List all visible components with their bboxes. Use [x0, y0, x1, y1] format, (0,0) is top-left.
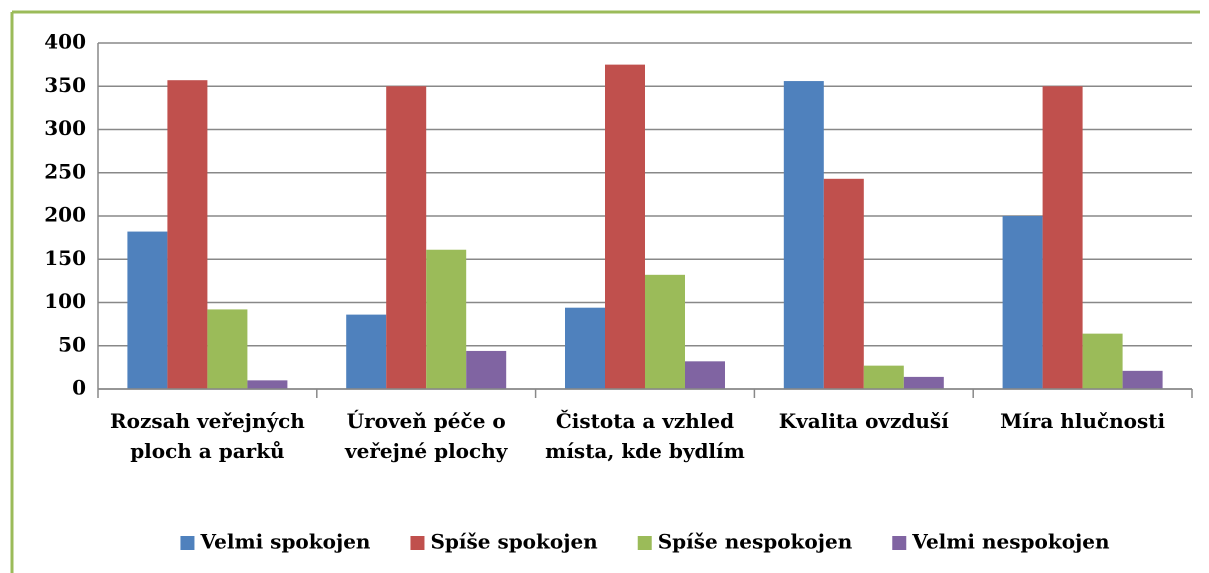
y-tick-label: 300: [44, 116, 86, 140]
bar: [565, 307, 605, 389]
bar: [247, 380, 288, 389]
y-tick-label: 0: [72, 376, 86, 400]
bar: [903, 376, 944, 389]
x-tick-label: Úroveň péče o veřejné plochy: [345, 409, 508, 463]
bar: [863, 365, 904, 389]
bar: [346, 314, 387, 389]
legend-swatch: [637, 536, 652, 550]
x-tick-label: Rozsah veřejných ploch a parků: [110, 409, 305, 463]
legend-swatch: [892, 536, 907, 550]
bar: [1002, 216, 1043, 389]
bar: [1042, 86, 1083, 389]
y-tick-label: 50: [58, 332, 86, 356]
bar: [823, 178, 864, 389]
bar: [1122, 370, 1163, 389]
bar: [685, 361, 725, 389]
legend-label: Velmi spokojen: [199, 530, 370, 554]
y-tick-label: 400: [44, 30, 86, 54]
bar: [645, 274, 685, 389]
legend-label: Spíše nespokojen: [658, 530, 853, 554]
bar: [207, 309, 248, 389]
y-tick-label: 200: [44, 203, 86, 227]
bar: [605, 64, 645, 389]
bar: [466, 350, 507, 389]
bar: [386, 86, 427, 389]
legend-swatch: [410, 536, 425, 550]
x-tick-label: Míra hlučnosti: [1000, 409, 1166, 433]
y-tick-label: 100: [44, 289, 86, 313]
legend-label: Velmi nespokojen: [911, 530, 1110, 554]
y-tick-label: 250: [44, 159, 86, 183]
x-tick-label: Kvalita ovzduší: [778, 409, 949, 433]
y-tick-label: 150: [44, 246, 86, 270]
bar: [127, 231, 168, 389]
legend-swatch: [180, 536, 195, 550]
bar: [783, 81, 824, 389]
bar: [167, 80, 208, 389]
legend-label: Spíše spokojen: [430, 530, 598, 554]
bar: [1082, 333, 1123, 389]
bar: [426, 249, 467, 389]
x-tick-label: Čistota a vzhled místa, kde bydlím: [545, 409, 745, 463]
y-tick-label: 350: [44, 73, 86, 97]
